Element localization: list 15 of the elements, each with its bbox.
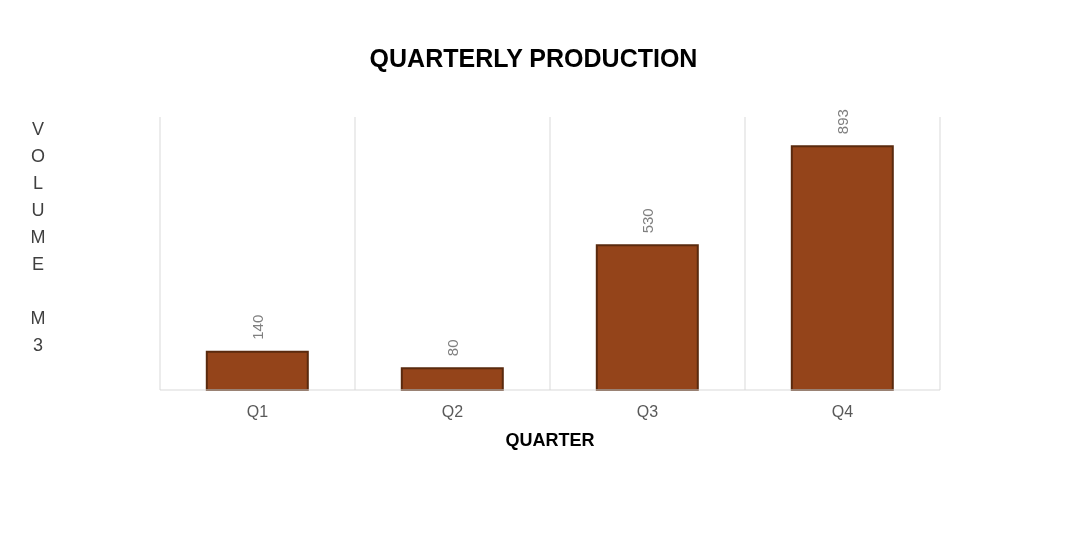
bar (400, 367, 504, 391)
x-tick-label: Q3 (636, 403, 659, 421)
data-label: 893 (833, 109, 851, 135)
text: VOLUME M3 (30, 119, 46, 355)
x-tick-label: Q1 (246, 403, 269, 421)
data-label: 140 (248, 314, 266, 340)
bar (205, 350, 309, 391)
bar (790, 145, 894, 391)
data-label: 530 (638, 208, 656, 234)
data-label: 80 (443, 339, 461, 357)
x-tick-label: Q4 (831, 403, 854, 421)
chart-title: QUARTERLY PRODUCTION (368, 44, 699, 73)
x-tick-label: Q2 (441, 403, 464, 421)
x-axis-title: QUARTER (505, 430, 595, 450)
bar (595, 244, 699, 391)
